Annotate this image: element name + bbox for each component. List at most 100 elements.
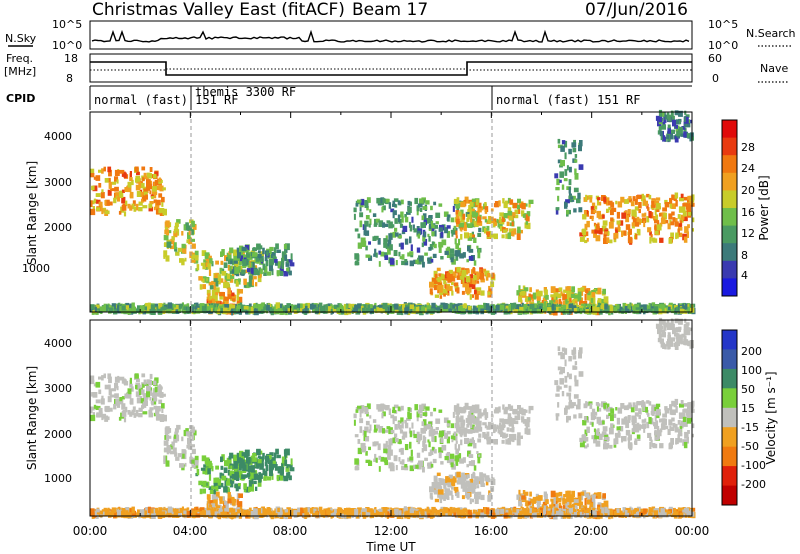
power-cell-9 [610,208,614,216]
power-cell-8 [535,291,540,297]
velocity-cell-5 [398,421,401,428]
power-cell-5 [408,221,411,228]
power-cell-4 [269,246,274,252]
velocity-cell-9 [656,409,661,416]
velocity-cell-9 [602,426,608,432]
velocity-cell-9 [606,436,610,442]
power-cell-11 [683,131,687,138]
power-heatmap [90,109,696,316]
power-cell-5 [407,206,412,213]
velocity-cell-5 [390,429,395,434]
velocity-cell-6 [446,477,450,483]
power-cell-12 [183,306,187,310]
power-cell-4 [256,255,260,262]
velocity-cell-10 [573,394,579,399]
power-cell-9 [644,212,647,217]
velocity-cell-8 [544,493,548,501]
power-cell-8 [587,291,592,296]
power-cell-12 [626,307,630,313]
velocity-cell-9 [582,420,587,426]
power-cell-12 [409,304,414,309]
velocity-cell-0 [148,412,153,418]
velocity-cell-6 [440,479,445,484]
velocity-cell-9 [627,440,631,447]
power-cell-1 [187,225,192,232]
velocity-cell-1 [173,436,178,443]
power-cell-9 [654,200,660,205]
velocity-cell-4 [273,452,277,459]
power-cell-4 [279,266,284,273]
power-cell-12 [431,302,436,310]
power-cell-0 [108,177,111,183]
power-cell-2 [208,281,213,286]
power-cell-0 [135,178,138,183]
power-cell-1 [169,245,174,250]
velocity-cell-8 [535,496,540,501]
velocity-cell-7 [507,438,512,445]
power-cell-12 [332,308,337,312]
velocity-cell-2 [208,474,212,481]
velocity-cell-9 [589,403,593,409]
velocity-cell-0 [135,384,138,390]
power-cell-5 [365,215,370,220]
velocity-cell-9 [656,425,660,431]
power-cell-12 [404,307,409,315]
power-cell-9 [685,203,691,210]
power-cell-12 [475,307,479,315]
power-cell-0 [95,193,101,197]
velocity-cell-7 [517,405,521,410]
power-cell-9 [593,233,597,238]
velocity-cell-6 [434,478,438,483]
velocity-cell-8 [591,494,596,498]
velocity-cell-0 [95,405,101,410]
power-cell-9 [680,214,685,220]
power-cell-6 [471,284,476,290]
power-cell-5 [388,221,393,229]
velocity-cell-6 [476,478,480,485]
velocity-cell-10 [571,402,576,407]
power-cell-4 [237,252,241,259]
power-cell-7 [491,218,497,222]
velocity-cell-5 [409,441,412,449]
power-cell-0 [139,182,142,189]
velocity-cell-5 [433,407,437,412]
velocity-cell-7 [482,432,486,438]
velocity-cell-5 [378,466,381,472]
power-cell-9 [627,234,631,242]
power-cell-9 [689,200,693,205]
power-cell-0 [155,208,161,215]
power-cell-7 [503,202,508,209]
power-cell-9 [667,223,671,230]
velocity-cell-7 [517,432,521,437]
freq-label-line1: Freq. [6,52,33,65]
velocity-cell-9 [617,407,623,414]
power-cell-0 [108,182,112,189]
power-cell-9 [586,238,589,242]
power-cell-12 [246,306,251,311]
power-cell-10 [563,140,568,148]
power-cell-8 [592,297,596,305]
velocity-cell-5 [400,447,404,455]
power-cell-10 [555,207,559,215]
power-cell-12 [554,305,557,309]
velocity-cell-0 [123,417,127,423]
velocity-cell-2 [204,457,210,464]
power-cell-5 [357,242,362,249]
velocity-cell-0 [139,388,142,395]
power-cell-12 [224,304,230,308]
power-cell-12 [548,309,552,313]
power-cell-9 [659,237,664,243]
power-cell-4 [266,271,272,276]
power-cell-9 [674,221,679,227]
power-cell-12 [529,303,532,309]
power-cell-12 [488,306,493,312]
power-cell-9 [674,218,678,225]
power-cell-9 [635,222,640,227]
power-cell-2 [213,284,217,291]
power-cell-5 [416,230,422,236]
velocity-cell-1 [167,435,172,439]
velocity-cell-5 [393,455,398,462]
power-cell-3 [222,292,225,297]
power-cell-12 [266,304,270,311]
power-cell-6 [429,281,434,288]
